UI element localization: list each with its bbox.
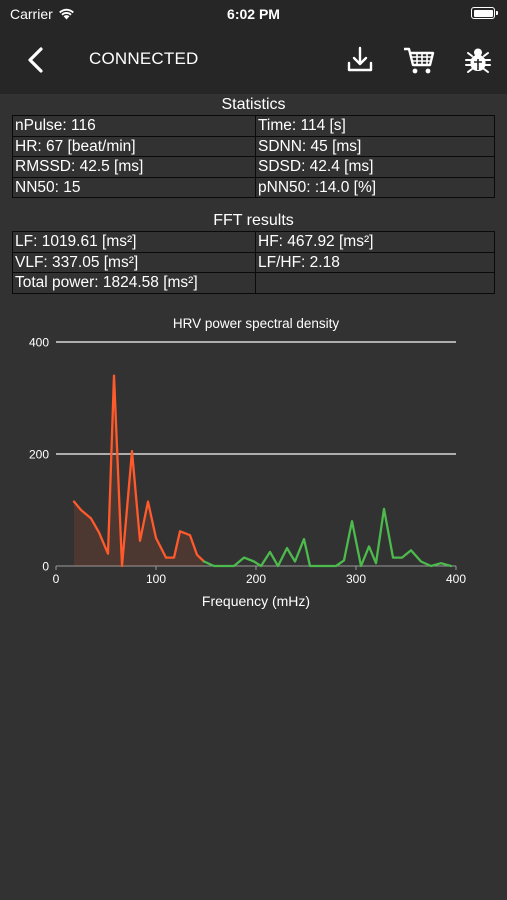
series-area-0: [74, 375, 204, 566]
x-tick-label: 200: [246, 572, 266, 586]
stat-npulse: nPulse: 116: [12, 115, 256, 137]
stat-nn50: NN50: 15: [12, 176, 256, 198]
y-tick-label: 0: [42, 560, 49, 574]
fft-hf: HF: 467.92 [ms²]: [255, 231, 495, 253]
table-row: NN50: 15 pNN50: :14.0 [%]: [12, 176, 495, 198]
table-row: LF: 1019.61 [ms²] HF: 467.92 [ms²]: [12, 231, 495, 253]
series-line-0: [72, 374, 206, 568]
x-tick-label: 100: [146, 572, 166, 586]
stat-sdnn: SDNN: 45 [ms]: [255, 135, 495, 157]
nav-bar: CONNECTED: [0, 28, 507, 94]
statistics-heading: Statistics: [221, 96, 286, 113]
psd-chart: HRV power spectral density 0 200 400 0 100 200…: [0, 310, 507, 620]
wifi-icon: [58, 8, 74, 20]
table-row: HR: 67 [beat/min] SDNN: 45 [ms]: [12, 135, 495, 157]
table-row: VLF: 337.05 [ms²] LF/HF: 2.18: [12, 251, 495, 273]
stat-rmssd: RMSSD: 42.5 [ms]: [12, 156, 256, 178]
clock: 6:02 PM: [227, 6, 280, 22]
fft-table: LF: 1019.61 [ms²] HF: 467.92 [ms²] VLF: …: [12, 231, 495, 294]
stat-time: Time: 114 [s]: [255, 115, 495, 137]
stat-sdsd: SDSD: 42.4 [ms]: [255, 156, 495, 178]
x-tick-label: 0: [53, 572, 60, 586]
stat-pnn50: pNN50: :14.0 [%]: [255, 176, 495, 198]
carrier-indicator: Carrier: [10, 6, 75, 22]
status-bar: Carrier 6:02 PM: [0, 0, 507, 28]
fft-heading: FFT results: [213, 212, 294, 229]
series-line-1: [202, 507, 453, 568]
x-tick-label: 300: [346, 572, 366, 586]
y-tick-label: 400: [29, 336, 49, 350]
battery-icon: [471, 7, 498, 19]
psd-chart-svg: HRV power spectral density 0 200 400 0 100 200…: [29, 316, 466, 609]
stat-hr: HR: 67 [beat/min]: [12, 135, 256, 157]
x-tick-label: 400: [446, 572, 466, 586]
statistics-table: nPulse: 116 Time: 114 [s] HR: 67 [beat/m…: [12, 115, 495, 198]
carrier-label: Carrier: [10, 6, 53, 22]
fft-vlf: VLF: 337.05 [ms²]: [12, 251, 256, 273]
fft-lf-hf: LF/HF: 2.18: [255, 251, 495, 273]
bug-icon[interactable]: [462, 44, 494, 76]
table-row: Total power: 1824.58 [ms²]: [12, 272, 495, 294]
chart-title: HRV power spectral density: [173, 316, 340, 331]
page-title: CONNECTED: [89, 49, 199, 68]
cart-icon[interactable]: [402, 44, 436, 76]
y-tick-label: 200: [29, 448, 49, 462]
fft-total-power: Total power: 1824.58 [ms²]: [12, 272, 256, 294]
back-chevron-icon[interactable]: [22, 45, 50, 75]
fft-lf: LF: 1019.61 [ms²]: [12, 231, 256, 253]
table-row: nPulse: 116 Time: 114 [s]: [12, 115, 495, 137]
table-row: RMSSD: 42.5 [ms] SDSD: 42.4 [ms]: [12, 156, 495, 178]
download-icon[interactable]: [344, 44, 376, 76]
fft-empty-cell: [255, 272, 495, 294]
x-axis-label: Frequency (mHz): [202, 593, 310, 609]
